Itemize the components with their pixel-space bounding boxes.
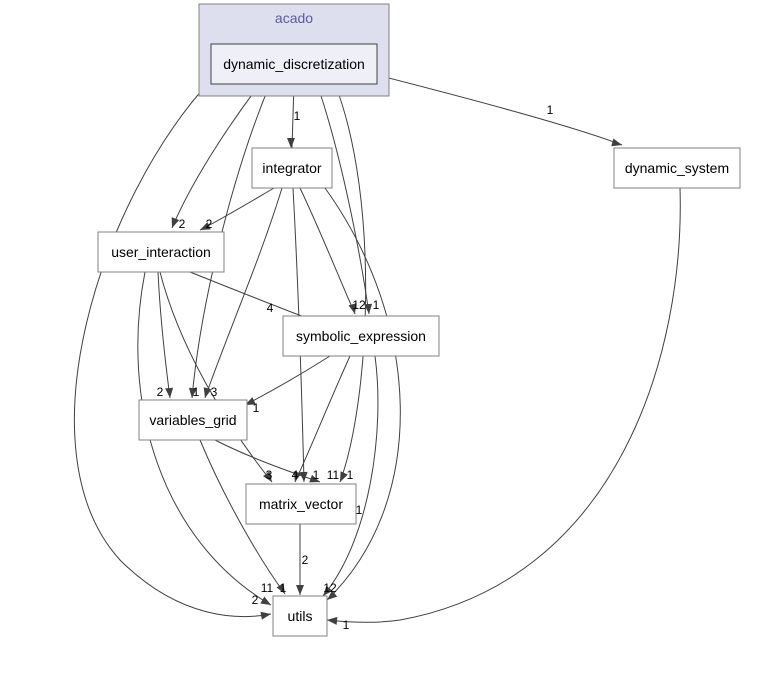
edge-label-variables_grid-matrix_vector: 11	[327, 468, 340, 482]
edge-label-integrator-symbolic_expression: 12	[352, 298, 366, 312]
arrow-dynamic_system-utils	[327, 616, 338, 625]
edge-dynamic_discretization-matrix_vector	[335, 84, 366, 482]
edge-label-dynamic_discretization-utils: 2	[252, 593, 259, 607]
node-label-symbolic_expression: symbolic_expression	[296, 328, 426, 344]
edge-dynamic_system-utils	[327, 188, 680, 622]
edge-symbolic_expression-variables_grid	[245, 356, 330, 405]
node-label-dynamic_system: dynamic_system	[625, 160, 729, 176]
edge-dynamic_discretization-user_interaction	[172, 84, 260, 228]
arrow-dynamic_discretization-dynamic_system	[611, 139, 623, 149]
edge-label-integrator-variables_grid: 3	[211, 385, 218, 399]
edge-label-symbolic_expression-matrix_vector: 4	[292, 468, 299, 482]
edge-dynamic_discretization-utils	[74, 80, 271, 617]
edge-label-dynamic_discretization-symbolic_expression: 1	[373, 298, 380, 312]
edge-user_interaction-symbolic_expression	[190, 272, 320, 323]
arrow-dynamic_discretization-utils	[260, 610, 271, 620]
arrow-user_interaction-utils	[260, 597, 273, 609]
arrow-dynamic_discretization-integrator	[287, 138, 295, 148]
edge-label-dynamic_discretization-integrator: 1	[294, 109, 301, 123]
node-label-variables_grid: variables_grid	[149, 412, 236, 428]
node-label-utils: utils	[288, 608, 313, 624]
arrow-dynamic_discretization-user_interaction	[168, 217, 179, 229]
edge-symbolic_expression-matrix_vector	[295, 356, 350, 482]
node-label-integrator: integrator	[262, 160, 321, 176]
edge-label-dynamic_discretization-variables_grid: 1	[193, 385, 200, 399]
edge-label-symbolic_expression-variables_grid: 1	[253, 401, 260, 415]
edge-label-user_interaction-symbolic_expression: 4	[267, 301, 274, 315]
arrow-matrix_vector-utils	[296, 585, 304, 595]
edge-label-user_interaction-variables_grid: 2	[157, 385, 164, 399]
edge-label-integrator-utils: 12	[323, 581, 337, 595]
edge-label-dynamic_discretization-dynamic_system: 1	[547, 103, 554, 117]
group-label-acado_group: acado	[275, 10, 313, 26]
edge-label-integrator-user_interaction: 2	[206, 217, 213, 231]
node-label-matrix_vector: matrix_vector	[259, 496, 343, 512]
edge-label-symbolic_expression-utils: 1	[356, 503, 363, 517]
arrow-user_interaction-variables_grid	[165, 388, 174, 399]
node-label-user_interaction: user_interaction	[111, 244, 211, 260]
edge-label-dynamic_system-utils: 1	[343, 618, 350, 632]
edge-dynamic_discretization-dynamic_system	[377, 75, 622, 145]
edge-integrator-symbolic_expression	[300, 188, 355, 314]
edge-label-user_interaction-utils: 11	[261, 581, 274, 595]
edge-label-variables_grid-utils: 1	[280, 581, 287, 595]
edge-label-integrator-matrix_vector: 1	[313, 468, 320, 482]
edge-label-dynamic_discretization-matrix_vector: 1	[347, 468, 354, 482]
edge-integrator-utils	[325, 188, 400, 600]
dependency-graph: acado dynamic_discretization integrator dyn…	[0, 0, 763, 681]
node-label-dynamic_discretization: dynamic_discretization	[223, 56, 365, 72]
edge-label-user_interaction-matrix_vector: 3	[266, 468, 273, 482]
edge-user_interaction-matrix_vector	[160, 272, 272, 482]
edge-label-matrix_vector-utils: 2	[302, 553, 309, 567]
edge-user_interaction-variables_grid	[158, 272, 170, 398]
edge-label-dynamic_discretization-user_interaction: 2	[179, 217, 186, 231]
